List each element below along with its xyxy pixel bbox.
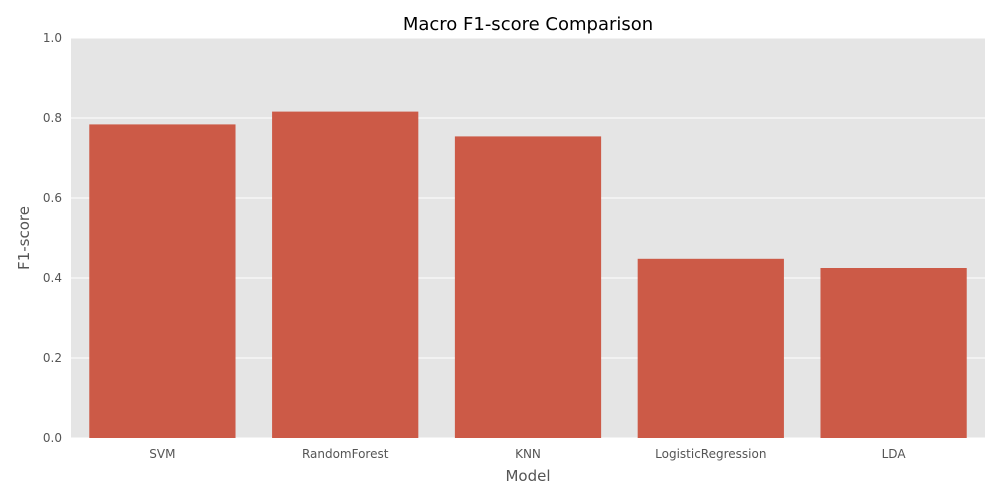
x-tick-label: SVM (149, 447, 175, 461)
y-tick-label: 0.4 (43, 271, 62, 285)
y-tick-label: 1.0 (43, 31, 62, 45)
bars (89, 111, 967, 439)
y-tick-label: 0.6 (43, 191, 62, 205)
x-tick-label: LDA (882, 447, 907, 461)
y-tick-label: 0.2 (43, 351, 62, 365)
bar-logisticregression (637, 258, 784, 438)
x-axis-label: Model (505, 467, 550, 485)
bar-lda (820, 268, 967, 438)
y-tick-labels: 0.0 0.2 0.4 0.6 0.8 1.0 (43, 31, 62, 445)
y-tick-label: 0.0 (43, 431, 62, 445)
y-axis-label: F1-score (15, 206, 33, 270)
x-tick-label: RandomForest (302, 447, 389, 461)
y-tick-label: 0.8 (43, 111, 62, 125)
bar-knn (454, 136, 602, 438)
chart-title: Macro F1-score Comparison (403, 14, 653, 35)
x-tick-label: LogisticRegression (655, 447, 766, 461)
bar-randomforest (272, 111, 419, 438)
bar-svm (89, 124, 236, 439)
x-tick-labels: SVM RandomForest KNN LogisticRegression LDA (149, 447, 906, 461)
x-tick-label: KNN (515, 447, 541, 461)
